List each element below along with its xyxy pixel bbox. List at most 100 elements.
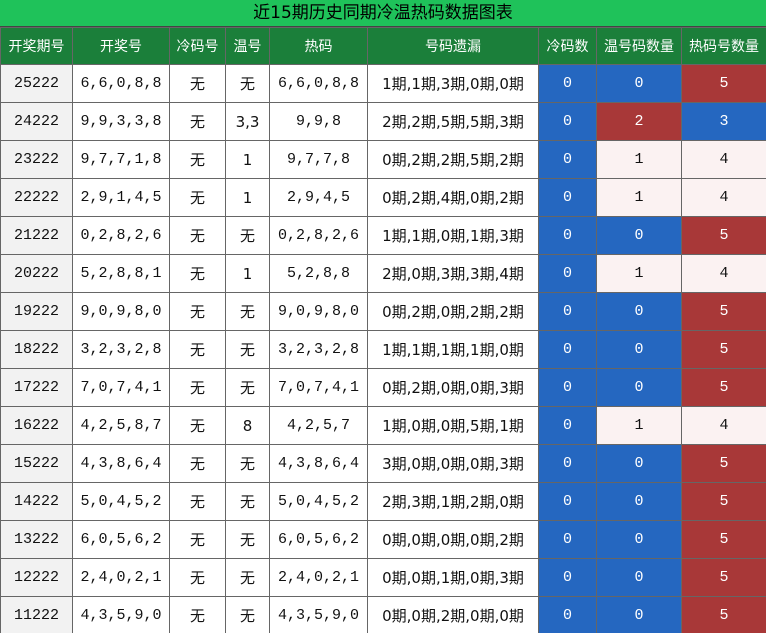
table-cell: 5,2,8,8 bbox=[269, 254, 368, 293]
table-cell: 无 bbox=[225, 596, 270, 633]
table-cell: 4,2,5,8,7 bbox=[72, 406, 170, 445]
table-cell: 5 bbox=[681, 444, 766, 483]
table-cell: 25222 bbox=[0, 64, 73, 103]
table-body: 25222 6,6,0,8,8 无无 6,6,0,8,8 1期,1期,3期,0期,0期 0… bbox=[0, 64, 766, 633]
table-cell: 0 bbox=[596, 216, 682, 255]
table-cell: 5 bbox=[681, 520, 766, 559]
header-row: 开奖期号 开奖号 冷码号 温号 热码 号码遗漏 冷码数 温号码数量 热码号数量 bbox=[0, 27, 766, 65]
table-cell: 0 bbox=[538, 520, 597, 559]
table-cell: 0 bbox=[596, 596, 682, 633]
table-cell: 2期,2期,5期,5期,3期 bbox=[367, 102, 539, 141]
table-cell: 7,0,7,4,1 bbox=[72, 368, 170, 407]
table-row: 25222 6,6,0,8,8 无无 6,6,0,8,8 1期,1期,3期,0期,0期 0… bbox=[0, 64, 766, 103]
table-cell: 24222 bbox=[0, 102, 73, 141]
table-cell: 无 bbox=[169, 216, 226, 255]
table-cell: 无 bbox=[225, 558, 270, 597]
table-cell: 2,9,1,4,5 bbox=[72, 178, 170, 217]
table-cell: 22222 bbox=[0, 178, 73, 217]
column-header: 温号 bbox=[225, 27, 270, 65]
table-cell: 4,3,8,6,4 bbox=[72, 444, 170, 483]
table-cell: 无 bbox=[169, 482, 226, 521]
table-cell: 5 bbox=[681, 64, 766, 103]
table-cell: 0期,2期,0期,0期,3期 bbox=[367, 368, 539, 407]
table-cell: 0期,2期,4期,0期,2期 bbox=[367, 178, 539, 217]
table-row: 16222 4,2,5,8,7 无 8 4,2,5,7 1期,0期,0期,5期,1期 0 1 4 bbox=[0, 406, 766, 445]
table-cell: 20222 bbox=[0, 254, 73, 293]
table-cell: 无 bbox=[169, 330, 226, 369]
table-cell: 13222 bbox=[0, 520, 73, 559]
table-cell: 16222 bbox=[0, 406, 73, 445]
table-cell: 0 bbox=[596, 482, 682, 521]
table-cell: 0期,2期,2期,5期,2期 bbox=[367, 140, 539, 179]
table-row: 18222 3,2,3,2,8 无无 3,2,3,2,8 1期,1期,1期,1期,0期 0… bbox=[0, 330, 766, 369]
table-cell: 8 bbox=[225, 406, 270, 445]
table-cell: 2 bbox=[596, 102, 682, 141]
table-row: 22222 2,9,1,4,5 无 1 2,9,4,5 0期,2期,4期,0期,2期 0 1 4 bbox=[0, 178, 766, 217]
table-row: 21222 0,2,8,2,6 无无 0,2,8,2,6 1期,1期,0期,1期,3期 0… bbox=[0, 216, 766, 255]
table-cell: 15222 bbox=[0, 444, 73, 483]
table-cell: 6,0,5,6,2 bbox=[72, 520, 170, 559]
table-cell: 无 bbox=[169, 368, 226, 407]
table-cell: 0 bbox=[538, 140, 597, 179]
table-cell: 5 bbox=[681, 596, 766, 633]
table-cell: 无 bbox=[169, 406, 226, 445]
table-row: 24222 9,9,3,3,8 无 3,3 9,9,8 2期,2期,5期,5期,3期 0 2 3 bbox=[0, 102, 766, 141]
table-cell: 0 bbox=[538, 330, 597, 369]
table-cell: 12222 bbox=[0, 558, 73, 597]
table-cell: 4 bbox=[681, 140, 766, 179]
table-cell: 0期,0期,0期,0期,2期 bbox=[367, 520, 539, 559]
table-cell: 0 bbox=[596, 444, 682, 483]
table-cell: 9,9,8 bbox=[269, 102, 368, 141]
table-cell: 0 bbox=[538, 216, 597, 255]
table-cell: 23222 bbox=[0, 140, 73, 179]
table-cell: 0 bbox=[538, 292, 597, 331]
table-cell: 1期,1期,1期,1期,0期 bbox=[367, 330, 539, 369]
table-cell: 21222 bbox=[0, 216, 73, 255]
table-row: 23222 9,7,7,1,8 无 1 9,7,7,8 0期,2期,2期,5期,2期 0 1 4 bbox=[0, 140, 766, 179]
table-cell: 无 bbox=[169, 64, 226, 103]
table-cell: 0 bbox=[596, 558, 682, 597]
table-row: 12222 2,4,0,2,1 无无 2,4,0,2,1 0期,0期,1期,0期,3期 0… bbox=[0, 558, 766, 597]
table-cell: 9,7,7,8 bbox=[269, 140, 368, 179]
table-cell: 0 bbox=[538, 482, 597, 521]
table-cell: 5 bbox=[681, 216, 766, 255]
table-cell: 3 bbox=[681, 102, 766, 141]
table-cell: 5,0,4,5,2 bbox=[269, 482, 368, 521]
table-cell: 0 bbox=[596, 330, 682, 369]
table-cell: 0 bbox=[538, 102, 597, 141]
table-cell: 0 bbox=[538, 368, 597, 407]
table-cell: 0 bbox=[596, 520, 682, 559]
table-cell: 无 bbox=[169, 558, 226, 597]
table-cell: 无 bbox=[225, 482, 270, 521]
table-row: 15222 4,3,8,6,4 无无 4,3,8,6,4 3期,0期,0期,0期,3期 0… bbox=[0, 444, 766, 483]
table-cell: 4 bbox=[681, 178, 766, 217]
table-cell: 3期,0期,0期,0期,3期 bbox=[367, 444, 539, 483]
table-row: 11222 4,3,5,9,0 无无 4,3,5,9,0 0期,0期,2期,0期,0期 0… bbox=[0, 596, 766, 633]
table-cell: 18222 bbox=[0, 330, 73, 369]
table-cell: 4,2,5,7 bbox=[269, 406, 368, 445]
table-cell: 1 bbox=[596, 254, 682, 293]
table-cell: 14222 bbox=[0, 482, 73, 521]
table-cell: 5,2,8,8,1 bbox=[72, 254, 170, 293]
table-cell: 4 bbox=[681, 406, 766, 445]
table-cell: 5 bbox=[681, 292, 766, 331]
table-cell: 无 bbox=[169, 444, 226, 483]
table-cell: 5 bbox=[681, 482, 766, 521]
column-header: 热码号数量 bbox=[681, 27, 766, 65]
table-cell: 无 bbox=[169, 596, 226, 633]
table-cell: 1期,0期,0期,5期,1期 bbox=[367, 406, 539, 445]
table-cell: 9,7,7,1,8 bbox=[72, 140, 170, 179]
table-cell: 0 bbox=[538, 254, 597, 293]
table-cell: 6,6,0,8,8 bbox=[72, 64, 170, 103]
table-cell: 1 bbox=[225, 178, 270, 217]
table-cell: 5 bbox=[681, 368, 766, 407]
table-cell: 无 bbox=[169, 292, 226, 331]
table-cell: 无 bbox=[169, 254, 226, 293]
table-cell: 无 bbox=[169, 102, 226, 141]
table-cell: 9,0,9,8,0 bbox=[269, 292, 368, 331]
table-cell: 17222 bbox=[0, 368, 73, 407]
table-row: 14222 5,0,4,5,2 无无 5,0,4,5,2 2期,3期,1期,2期,0期 0… bbox=[0, 482, 766, 521]
table-cell: 无 bbox=[225, 64, 270, 103]
table-cell: 0,2,8,2,6 bbox=[72, 216, 170, 255]
